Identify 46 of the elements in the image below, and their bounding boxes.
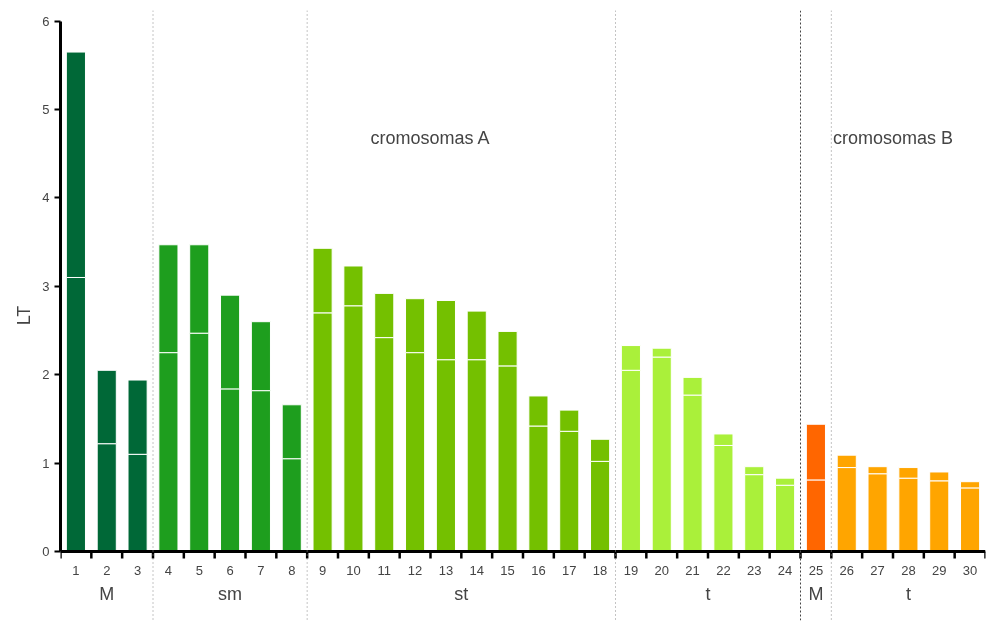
text: sm xyxy=(218,584,243,605)
x-tick-label: 24 xyxy=(777,562,793,578)
x-tick-label: 1 xyxy=(72,562,80,578)
x-tick-label: 21 xyxy=(685,562,700,578)
x-tick-label: 26 xyxy=(839,562,854,578)
text: M xyxy=(99,584,115,605)
text: M xyxy=(808,584,824,605)
y-tick-label: 6 xyxy=(42,13,50,29)
x-tick-label: 23 xyxy=(747,562,762,578)
annotation: cromosomas A xyxy=(370,127,490,148)
x-tick-label: 12 xyxy=(407,562,423,578)
y-tick-label: 0 xyxy=(42,544,50,560)
y-tick-label: 4 xyxy=(42,190,50,206)
y-tick-label: 5 xyxy=(42,102,50,118)
x-tick-label: 25 xyxy=(808,562,824,578)
x-tick-label: 27 xyxy=(870,562,885,578)
x-tick-label: 16 xyxy=(531,562,546,578)
x-tick-label: 19 xyxy=(623,562,639,578)
x-tick-label: 20 xyxy=(654,562,669,578)
x-tick-label: 9 xyxy=(318,562,327,578)
x-tick-label: 2 xyxy=(103,562,111,578)
text: t xyxy=(905,584,911,605)
x-tick-label: 8 xyxy=(288,562,296,578)
x-tick-label: 14 xyxy=(469,562,484,578)
x-tick-label: 15 xyxy=(500,562,515,578)
text: st xyxy=(454,584,469,605)
x-tick-label: 11 xyxy=(377,562,391,578)
text: t xyxy=(705,584,711,605)
y-tick-label: 2 xyxy=(42,367,50,383)
x-tick-label: 6 xyxy=(226,562,234,578)
x-tick-label: 18 xyxy=(592,562,608,578)
x-tick-label: 4 xyxy=(164,562,173,578)
x-tick-label: 17 xyxy=(562,562,577,578)
y-axis-title: LT xyxy=(14,305,35,326)
x-tick-label: 13 xyxy=(438,562,454,578)
x-tick-label: 22 xyxy=(716,562,731,578)
annotation: cromosomas B xyxy=(832,127,954,148)
y-tick-label: 3 xyxy=(42,278,50,294)
y-tick-label: 1 xyxy=(42,455,50,471)
x-tick-label: 5 xyxy=(195,562,203,578)
x-tick-label: 3 xyxy=(133,562,142,578)
x-tick-label: 30 xyxy=(962,562,978,578)
x-tick-label: 7 xyxy=(257,562,265,578)
x-tick-label: 10 xyxy=(346,562,361,578)
x-tick-label: 29 xyxy=(932,562,947,578)
x-tick-label: 28 xyxy=(901,562,916,578)
